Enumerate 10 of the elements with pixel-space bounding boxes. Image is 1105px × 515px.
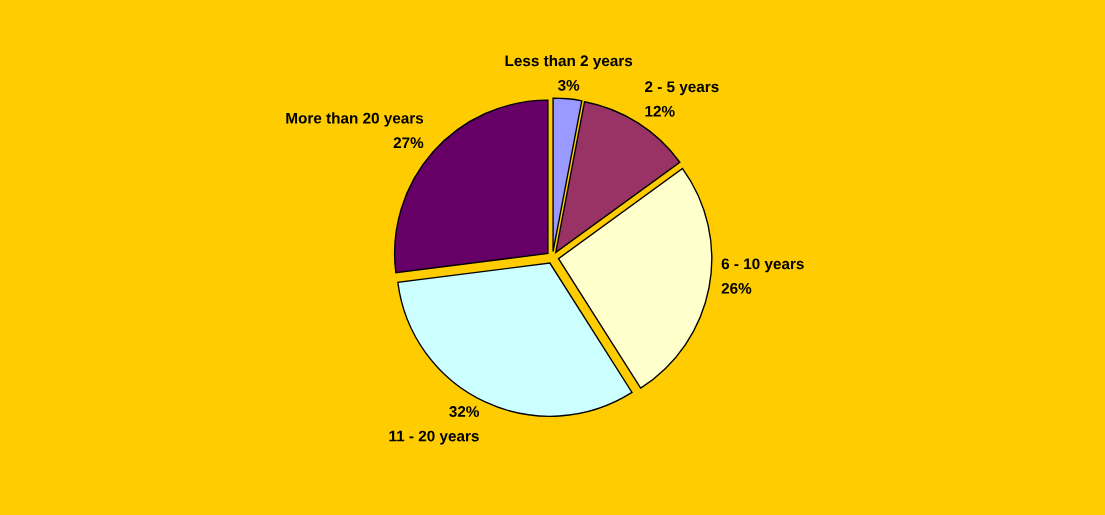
- data-label: 12%: [645, 105, 675, 117]
- slice-label: 2 - 5 years: [645, 81, 719, 96]
- data-label: 26%: [721, 282, 752, 294]
- data-label: 27%: [393, 137, 424, 149]
- slice-label: 11 - 20 years: [389, 430, 479, 445]
- slice-label: 6 - 10 years: [721, 258, 804, 273]
- data-label: 32%: [449, 406, 480, 417]
- slice-label: Less than 2 years: [505, 54, 633, 70]
- data-label: 3%: [557, 79, 580, 91]
- slice-label: More than 20 years: [286, 112, 424, 127]
